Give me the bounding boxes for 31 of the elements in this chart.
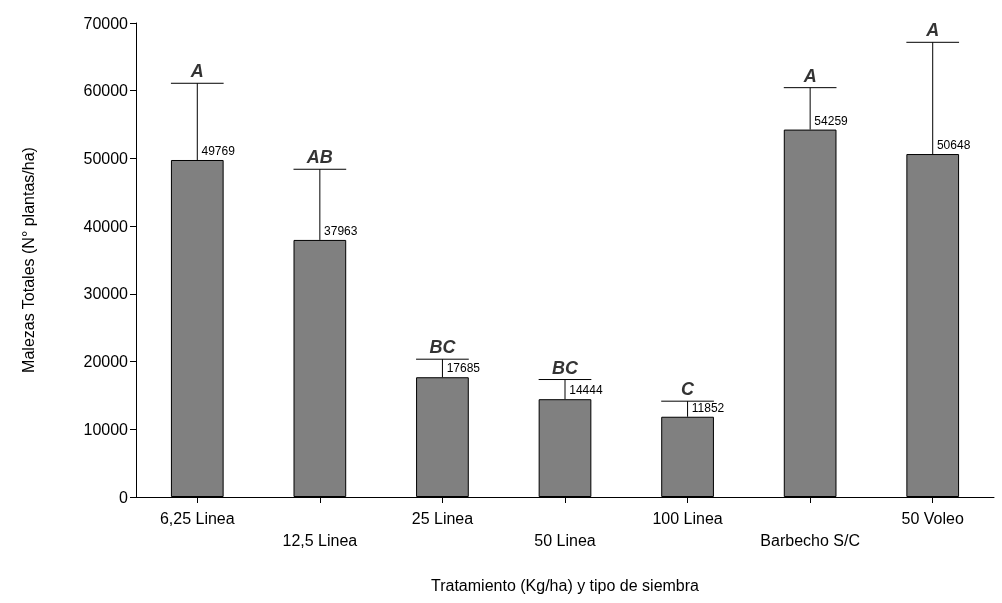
y-tick-label: 60000 — [83, 82, 129, 100]
y-axis-title: Malezas Totales (N° plantas/ha) — [19, 147, 37, 373]
data-label: 11852 — [691, 400, 725, 415]
y-tick-label: 50000 — [83, 149, 129, 167]
data-label: 17685 — [446, 361, 481, 376]
x-tick-label: 12,5 Linea — [282, 531, 358, 549]
data-label: 49769 — [201, 143, 236, 158]
annotation: A — [189, 61, 204, 82]
y-tick-label: 30000 — [83, 285, 129, 303]
y-tick-label: 20000 — [83, 353, 129, 371]
x-axis-title: Tratamiento (Kg/ha) y tipo de siembra — [431, 576, 700, 594]
annotation: BC — [429, 337, 457, 358]
annotation: AB — [305, 147, 333, 168]
data-label: 14444 — [569, 383, 603, 398]
annotation: A — [802, 65, 817, 86]
annotation: A — [925, 20, 940, 41]
y-tick-label: 70000 — [83, 14, 129, 32]
annotation: C — [681, 379, 696, 400]
y-tick-label: 40000 — [83, 217, 129, 235]
x-tick-label: 25 Linea — [411, 509, 474, 527]
x-tick-label: 6,25 Linea — [159, 509, 235, 527]
data-label: 50648 — [936, 138, 971, 153]
data-label: 37963 — [324, 223, 358, 238]
data-label: 54259 — [814, 113, 849, 128]
annotation: BC — [552, 357, 579, 378]
x-tick-label: Barbecho S/C — [760, 531, 860, 549]
y-tick-label: 10000 — [83, 420, 129, 438]
y-tick-label: 0 — [119, 488, 129, 506]
x-tick-label: 50 Voleo — [901, 509, 964, 527]
x-tick-label: 100 Linea — [652, 509, 723, 527]
x-tick-label: 50 Linea — [534, 531, 596, 549]
